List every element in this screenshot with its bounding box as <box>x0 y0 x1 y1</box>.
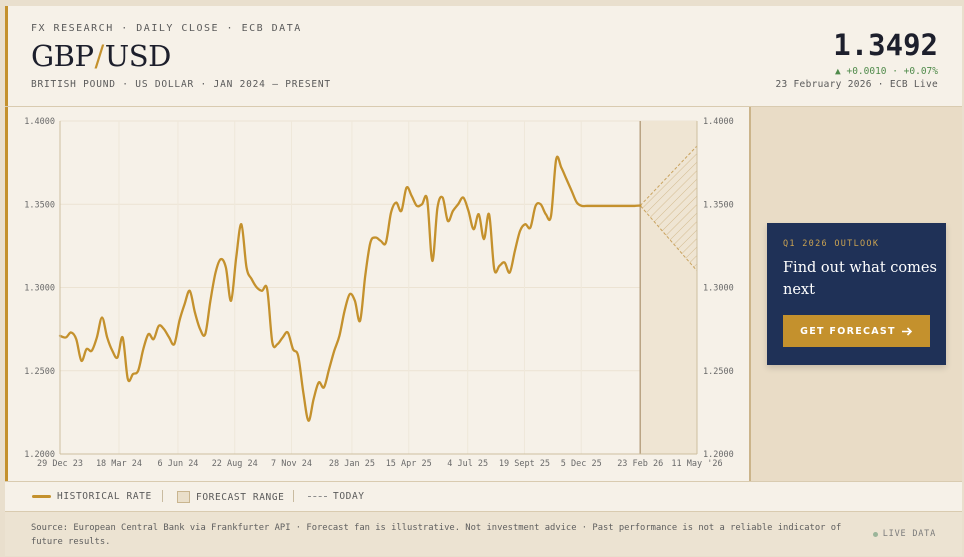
legend-forecast: FORECAST RANGE <box>177 491 284 503</box>
x-tick-label: 18 Mar 24 <box>96 459 142 469</box>
legend-divider <box>162 490 163 502</box>
current-price: 1.3492 <box>833 28 938 62</box>
forecast-promo-card: Q1 2026 OUTLOOK Find out what comes next… <box>767 223 946 365</box>
series-line-historical-rate <box>58 155 642 422</box>
price-as-of: 23 February 2026 · ECB Live <box>775 79 938 90</box>
legend-divider <box>293 490 294 502</box>
pair-base: GBP <box>31 39 94 73</box>
x-tick-label: 7 Nov 24 <box>271 459 312 469</box>
promo-kicker: Q1 2026 OUTLOOK <box>783 239 880 249</box>
x-tick-label: 15 Apr 25 <box>386 459 432 469</box>
x-tick-label: 23 Feb 26 <box>617 459 663 469</box>
legend-box-swatch <box>177 491 190 503</box>
chart-grid <box>59 120 698 455</box>
y-tick-label-left: 1.3000 <box>24 284 55 294</box>
legend-historical: HISTORICAL RATE <box>32 491 152 502</box>
legend-historical-label: HISTORICAL RATE <box>57 491 152 502</box>
y-tick-label-left: 1.2500 <box>24 367 55 377</box>
x-tick-label: 11 May '26 <box>671 459 722 469</box>
y-tick-label-right: 1.3500 <box>703 200 734 210</box>
y-tick-label-right: 1.3000 <box>703 284 734 294</box>
y-tick-label-right: 1.2000 <box>703 450 734 460</box>
live-label: LIVE DATA <box>882 529 936 539</box>
price-change: ▲ +0.0010 · +0.07% <box>835 66 938 77</box>
x-tick-label: 19 Sept 25 <box>499 459 550 469</box>
pair-slash: / <box>94 39 105 73</box>
forecast-fan <box>639 144 698 273</box>
legend-dash-swatch <box>308 496 327 497</box>
chart-footer: Source: European Central Bank via Frankf… <box>5 512 962 556</box>
legend-forecast-label: FORECAST RANGE <box>196 491 285 503</box>
x-tick-label: 29 Dec 23 <box>37 459 83 469</box>
chart-header: FX RESEARCH · DAILY CLOSE · ECB DATA GBP… <box>5 6 962 107</box>
legend-today-label: TODAY <box>333 491 365 502</box>
x-tick-label: 22 Aug 24 <box>212 459 258 469</box>
currency-pair-title: GBP/USD <box>31 39 171 73</box>
chart-legend: HISTORICAL RATE FORECAST RANGE TODAY <box>5 481 962 512</box>
x-tick-label: 6 Jun 24 <box>157 459 198 469</box>
get-forecast-label: GET FORECAST <box>800 325 896 337</box>
line-chart: 1.4000 1.4000 1.3500 1.3500 1.3000 1.3000 1.25… <box>24 117 733 469</box>
pair-quote: USD <box>104 39 172 73</box>
legend-today: TODAY <box>308 491 365 502</box>
x-tick-label: 4 Jul 25 <box>447 459 488 469</box>
pair-subtitle: BRITISH POUND · US DOLLAR · JAN 2024 – P… <box>31 79 331 90</box>
tick-labels: 1.4000 1.4000 1.3500 1.3500 1.3000 1.3000 1.25… <box>24 117 733 469</box>
y-tick-label-left: 1.3500 <box>24 200 55 210</box>
x-tick-label: 5 Dec 25 <box>561 459 602 469</box>
get-forecast-button[interactable]: GET FORECAST <box>783 315 930 347</box>
promo-title: Find out what comes next <box>783 260 937 298</box>
live-dot-icon <box>872 531 878 537</box>
header-kicker: FX RESEARCH · DAILY CLOSE · ECB DATA <box>31 23 302 34</box>
x-tick-label: 28 Jan 25 <box>329 459 375 469</box>
y-tick-label-right: 1.2500 <box>703 367 734 377</box>
legend-line-swatch <box>32 495 51 498</box>
y-tick-label-left: 1.4000 <box>24 117 55 127</box>
live-indicator: LIVE DATA <box>872 529 936 539</box>
y-tick-label-left: 1.2000 <box>24 450 55 460</box>
source-note: Source: European Central Bank via Frankf… <box>31 523 842 547</box>
y-tick-label-right: 1.4000 <box>703 117 734 127</box>
arrow-right-icon <box>901 326 912 336</box>
